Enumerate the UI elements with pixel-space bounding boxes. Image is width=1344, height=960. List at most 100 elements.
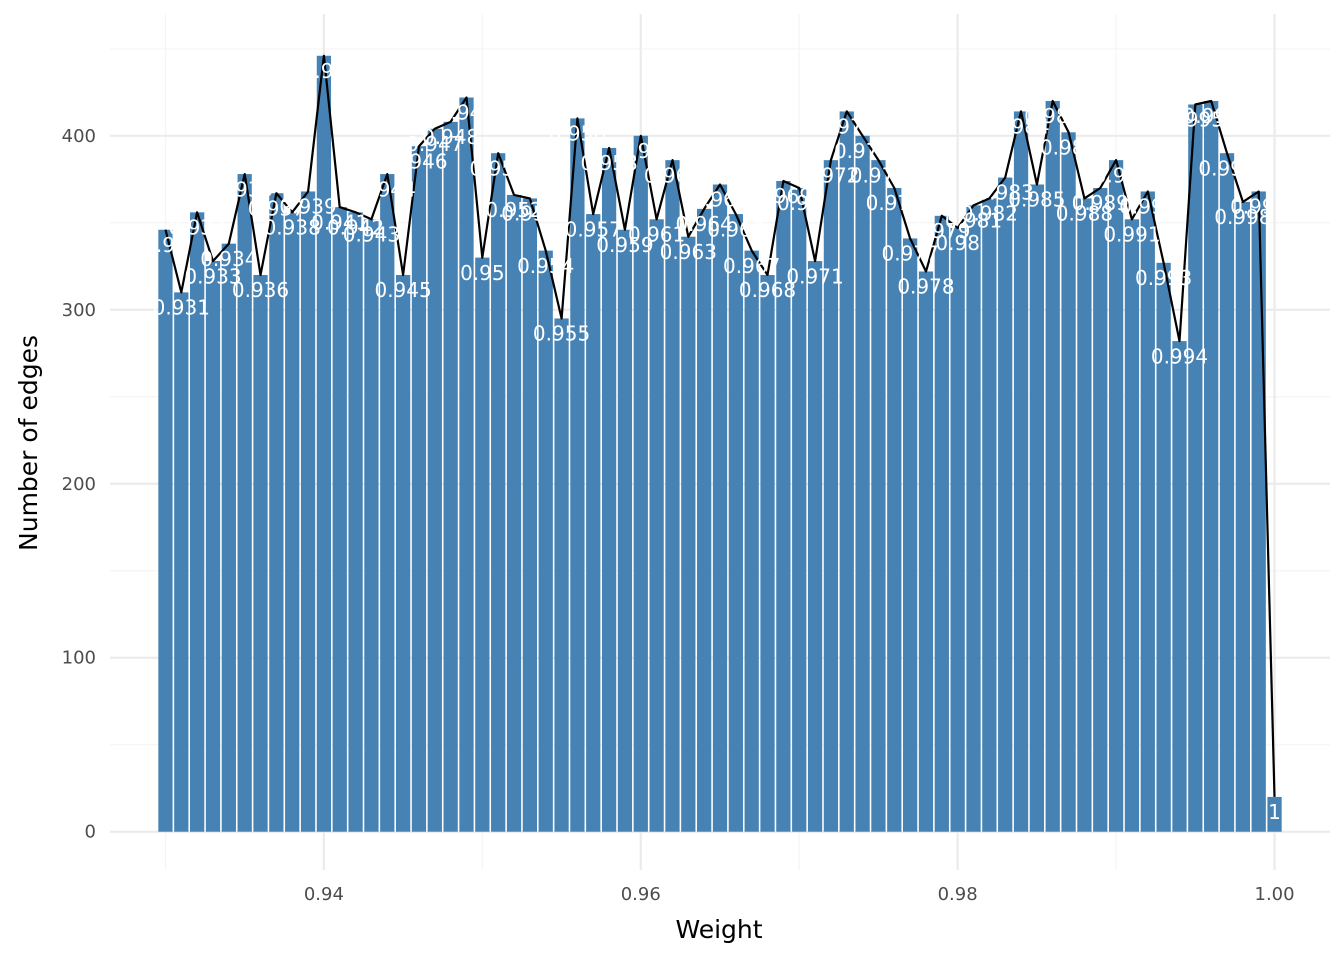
bar bbox=[395, 274, 411, 832]
data-label: 0.994 bbox=[1151, 344, 1208, 368]
bar bbox=[475, 257, 490, 832]
data-label: 1 bbox=[1268, 800, 1281, 824]
bar bbox=[966, 205, 981, 832]
data-label: 0.933 bbox=[184, 264, 241, 288]
bar bbox=[649, 219, 664, 832]
data-label: 0.986 bbox=[1024, 104, 1081, 128]
data-label: 0.978 bbox=[897, 275, 954, 299]
data-label: 0.963 bbox=[660, 240, 717, 264]
data-label: 0.957 bbox=[565, 217, 622, 241]
data-label: 0.943 bbox=[343, 223, 400, 247]
bar bbox=[1093, 187, 1108, 832]
data-label: 0.966 bbox=[707, 217, 764, 241]
data-label: 0.969 bbox=[755, 184, 812, 208]
bar bbox=[1172, 341, 1187, 832]
bar bbox=[285, 212, 300, 832]
bar bbox=[1251, 191, 1266, 832]
data-label: 0.93 bbox=[143, 233, 188, 257]
data-label: 0.951 bbox=[470, 156, 527, 180]
data-label: 0.989 bbox=[1072, 191, 1129, 215]
data-label: 0.952 bbox=[485, 198, 542, 222]
bar bbox=[918, 271, 934, 832]
bar bbox=[633, 135, 648, 832]
data-label: 0.965 bbox=[691, 188, 748, 212]
bar bbox=[427, 128, 442, 832]
bar bbox=[760, 274, 775, 832]
data-label: 0.953 bbox=[501, 202, 558, 226]
data-label: 0.984 bbox=[992, 115, 1049, 139]
data-label: 0.964 bbox=[676, 212, 733, 236]
bar bbox=[982, 198, 997, 832]
bar bbox=[411, 146, 427, 832]
y-axis-title: Number of edges bbox=[14, 335, 43, 551]
data-label: 0.975 bbox=[850, 163, 907, 187]
bar bbox=[364, 219, 379, 832]
bar bbox=[158, 229, 173, 832]
bar bbox=[1140, 191, 1155, 832]
bar bbox=[601, 147, 617, 832]
data-label: 0.972 bbox=[802, 163, 859, 187]
data-label: 0.931 bbox=[153, 296, 210, 320]
y-axis-ticks: 0 100 200 300 400 bbox=[62, 126, 96, 843]
data-label: 0.935 bbox=[216, 177, 273, 201]
data-label: 0.996 bbox=[1183, 104, 1240, 128]
data-label: 0.936 bbox=[232, 278, 289, 302]
bar bbox=[1204, 100, 1219, 832]
bar bbox=[617, 229, 633, 832]
data-label: 0.967 bbox=[723, 254, 780, 278]
bar bbox=[506, 194, 522, 832]
bar bbox=[491, 153, 506, 832]
data-label: 0.979 bbox=[913, 219, 970, 243]
data-label: 0.982 bbox=[961, 202, 1018, 226]
data-label: 0.993 bbox=[1135, 266, 1192, 290]
bar bbox=[998, 177, 1013, 832]
data-label: 0.973 bbox=[818, 115, 875, 139]
bar bbox=[665, 160, 680, 832]
bar bbox=[855, 135, 870, 832]
bar bbox=[380, 174, 395, 832]
bar bbox=[1156, 262, 1171, 832]
data-label: 0.959 bbox=[596, 233, 653, 257]
data-label: 0.985 bbox=[1008, 188, 1065, 212]
data-label: 0.988 bbox=[1056, 202, 1113, 226]
y-tick-label: 0 bbox=[85, 822, 96, 843]
data-label: 0.96 bbox=[619, 139, 664, 163]
bar bbox=[570, 118, 585, 832]
bar bbox=[538, 250, 553, 832]
data-label: 0.946 bbox=[390, 149, 447, 173]
data-label: 0.934 bbox=[200, 247, 257, 271]
series-line bbox=[164, 54, 1276, 797]
data-label: 0.983 bbox=[977, 181, 1034, 205]
bar bbox=[950, 228, 965, 832]
bar bbox=[522, 198, 537, 832]
bar bbox=[348, 212, 363, 832]
y-tick-label: 100 bbox=[62, 648, 96, 669]
data-label: 0.992 bbox=[1119, 195, 1176, 219]
bar bbox=[1108, 160, 1124, 832]
data-label: 0.958 bbox=[580, 151, 637, 175]
bar bbox=[174, 292, 189, 832]
bar bbox=[300, 191, 316, 832]
data-label: 0.956 bbox=[549, 122, 606, 146]
data-label: 0.945 bbox=[374, 278, 431, 302]
data-label: 0.997 bbox=[1198, 156, 1255, 180]
data-label: 0.977 bbox=[881, 242, 938, 266]
bar bbox=[1077, 198, 1092, 832]
bar bbox=[887, 187, 902, 832]
bar bbox=[697, 208, 712, 832]
x-axis-ticks: 0.94 0.96 0.98 1.00 bbox=[304, 884, 1295, 905]
bar bbox=[316, 55, 332, 832]
bar bbox=[728, 214, 743, 832]
bar bbox=[744, 250, 759, 832]
bar bbox=[1013, 111, 1029, 832]
bar bbox=[807, 261, 823, 832]
bar bbox=[1124, 219, 1140, 832]
bar bbox=[237, 174, 252, 832]
bar bbox=[1061, 132, 1076, 832]
bar bbox=[871, 160, 886, 832]
bar bbox=[792, 187, 807, 832]
data-label: 0.94 bbox=[302, 59, 347, 83]
data-label: 0.941 bbox=[311, 210, 368, 234]
bars bbox=[158, 55, 1282, 832]
